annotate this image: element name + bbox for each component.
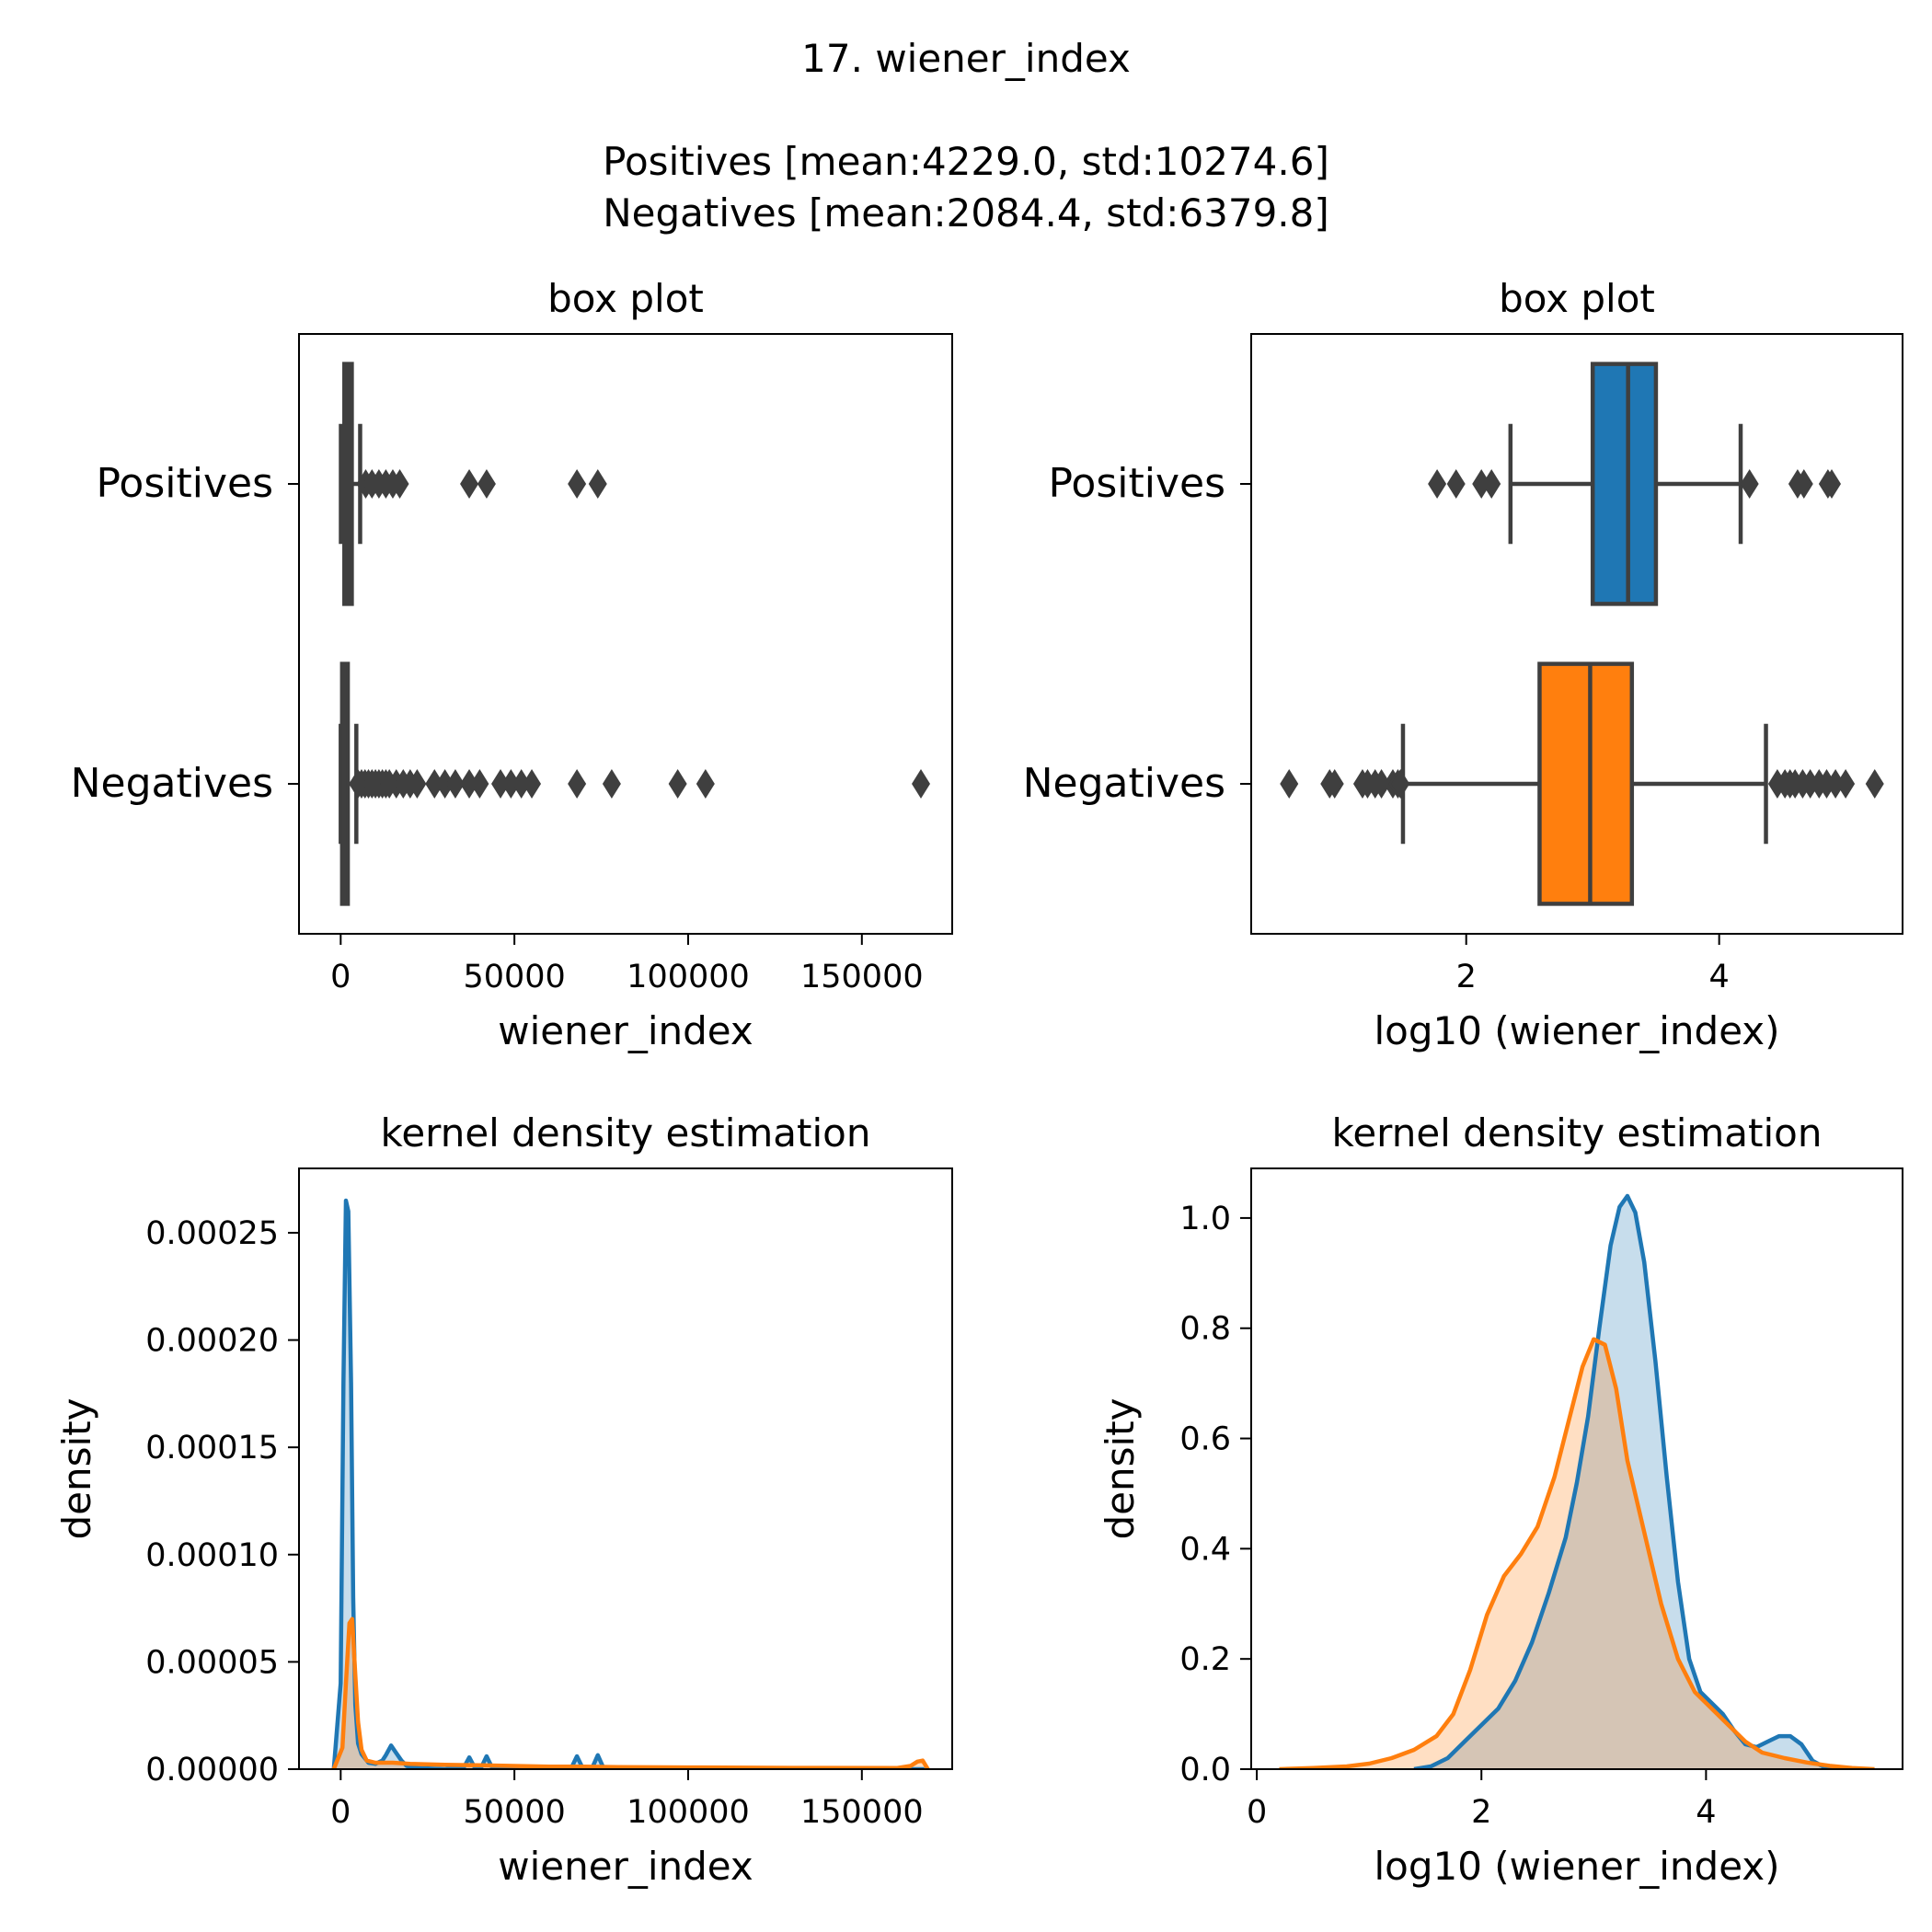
- outlier-point: [470, 769, 489, 799]
- outlier-point: [477, 469, 496, 499]
- x-axis-label: log10 (wiener_index): [1374, 1844, 1779, 1889]
- boxplot-log-axes: box plot log10 (wiener_index) 2 4 Positives N…: [1023, 276, 1903, 1053]
- outlier-point: [425, 769, 444, 799]
- outlier-point: [460, 769, 479, 799]
- x-tick-label: 2: [1456, 959, 1477, 995]
- x-tick-label: 0: [330, 1794, 351, 1831]
- outlier-point: [1482, 469, 1501, 499]
- y-tick-label: 1.0: [1179, 1201, 1231, 1237]
- outlier-point: [912, 769, 931, 799]
- x-tick-label: 4: [1696, 1794, 1716, 1831]
- kde-fill-negatives: [333, 1618, 928, 1769]
- y-tick-label: 0.6: [1179, 1421, 1231, 1458]
- outlier-point: [390, 469, 409, 499]
- x-axis-label: wiener_index: [498, 1844, 753, 1889]
- boxplot-raw-axes: box plot wiener_index 0 50000 100000 150000 Po…: [71, 276, 953, 1053]
- box-iqr: [1590, 362, 1659, 606]
- outlier-point: [445, 769, 465, 799]
- y-tick-label: Positives: [1048, 460, 1225, 507]
- x-tick-label: 2: [1471, 1794, 1491, 1831]
- outlier-point: [696, 769, 715, 799]
- kde-raw-axes: kernel density estimation wiener_index 0 50…: [54, 1110, 953, 1889]
- x-tick-label: 100000: [627, 959, 750, 995]
- outlier-point: [1446, 469, 1466, 499]
- kde-line-positives: [331, 1198, 925, 1769]
- outlier-point: [1472, 469, 1491, 499]
- outlier-point: [460, 469, 479, 499]
- y-tick-label: Negatives: [71, 760, 273, 807]
- outlier-point: [1391, 769, 1410, 799]
- outlier-point: [408, 769, 427, 799]
- x-tick-label: 4: [1709, 959, 1730, 995]
- outlier-point: [1836, 769, 1856, 799]
- y-tick-label: 0.4: [1179, 1531, 1231, 1568]
- kde-fill-negatives: [1279, 1339, 1875, 1769]
- outlier-point: [1865, 769, 1884, 799]
- kde-fill-positives: [1414, 1196, 1841, 1769]
- negatives-stats: Negatives [mean:2084.4, std:6379.8]: [603, 190, 1329, 236]
- outlier-point: [1325, 769, 1344, 799]
- outlier-point: [523, 769, 542, 799]
- outlier-point: [512, 769, 531, 799]
- x-tick-label: 50000: [463, 959, 565, 995]
- axes-title: box plot: [547, 276, 704, 321]
- axes-title: box plot: [1499, 276, 1655, 321]
- outlier-point: [1372, 769, 1391, 799]
- axes-frame: [298, 333, 953, 935]
- y-tick-label: 0.8: [1179, 1311, 1231, 1348]
- axes-frame: [298, 1167, 953, 1770]
- axes-title: kernel density estimation: [381, 1110, 871, 1156]
- y-tick-label: Negatives: [1023, 760, 1225, 807]
- x-tick-label: 150000: [800, 1794, 924, 1831]
- x-tick-label: 0: [1247, 1794, 1267, 1831]
- outlier-point: [1794, 469, 1813, 499]
- x-tick-label: 0: [330, 959, 351, 995]
- x-tick-label: 150000: [800, 959, 924, 995]
- outlier-point: [491, 769, 511, 799]
- y-axis-label: density: [54, 1398, 99, 1540]
- kde-line-negatives: [1279, 1337, 1875, 1769]
- outlier-point: [568, 469, 587, 499]
- y-axis-label: density: [1098, 1398, 1143, 1540]
- y-tick-label: 0.2: [1179, 1641, 1231, 1678]
- outlier-point: [435, 769, 454, 799]
- outlier-point: [1740, 469, 1759, 499]
- outlier-point: [668, 769, 687, 799]
- box-iqr: [1537, 661, 1635, 906]
- x-tick-label: 50000: [463, 1794, 565, 1831]
- outlier-point: [588, 469, 607, 499]
- box-negatives: [1280, 661, 1884, 906]
- x-axis-label: log10 (wiener_index): [1374, 1008, 1779, 1053]
- y-tick-label: 0.0: [1179, 1752, 1231, 1788]
- y-tick-label: 0.00010: [145, 1537, 279, 1574]
- kde-line-positives: [1413, 1193, 1842, 1769]
- axes-title: kernel density estimation: [1332, 1110, 1823, 1156]
- box-positives: [339, 362, 607, 606]
- outlier-point: [568, 769, 587, 799]
- axes-frame: [1250, 1167, 1903, 1770]
- positives-stats: Positives [mean:4229.0, std:10274.6]: [603, 139, 1329, 184]
- kde-log-axes: kernel density estimation log10 (wiener_i…: [1098, 1110, 1903, 1889]
- y-tick-label: Positives: [96, 460, 273, 507]
- axes-frame: [1250, 333, 1903, 935]
- outlier-point: [1823, 469, 1842, 499]
- kde-fill-positives: [333, 1201, 925, 1769]
- x-tick-label: 100000: [627, 1794, 750, 1831]
- y-tick-label: 0.00015: [145, 1430, 279, 1466]
- y-tick-label: 0.00000: [145, 1752, 279, 1788]
- outlier-point: [1280, 769, 1299, 799]
- box-positives: [1428, 362, 1842, 606]
- outlier-point: [602, 769, 621, 799]
- box-negatives: [339, 661, 931, 906]
- y-tick-label: 0.00020: [145, 1323, 279, 1360]
- outlier-point: [1826, 769, 1846, 799]
- figure-title: 17. wiener_index: [801, 36, 1131, 81]
- outlier-point: [1428, 469, 1447, 499]
- outlier-point: [501, 769, 521, 799]
- y-tick-label: 0.00005: [145, 1644, 279, 1681]
- x-axis-label: wiener_index: [498, 1008, 753, 1053]
- y-tick-label: 0.00025: [145, 1215, 279, 1252]
- kde-line-negatives: [331, 1616, 930, 1769]
